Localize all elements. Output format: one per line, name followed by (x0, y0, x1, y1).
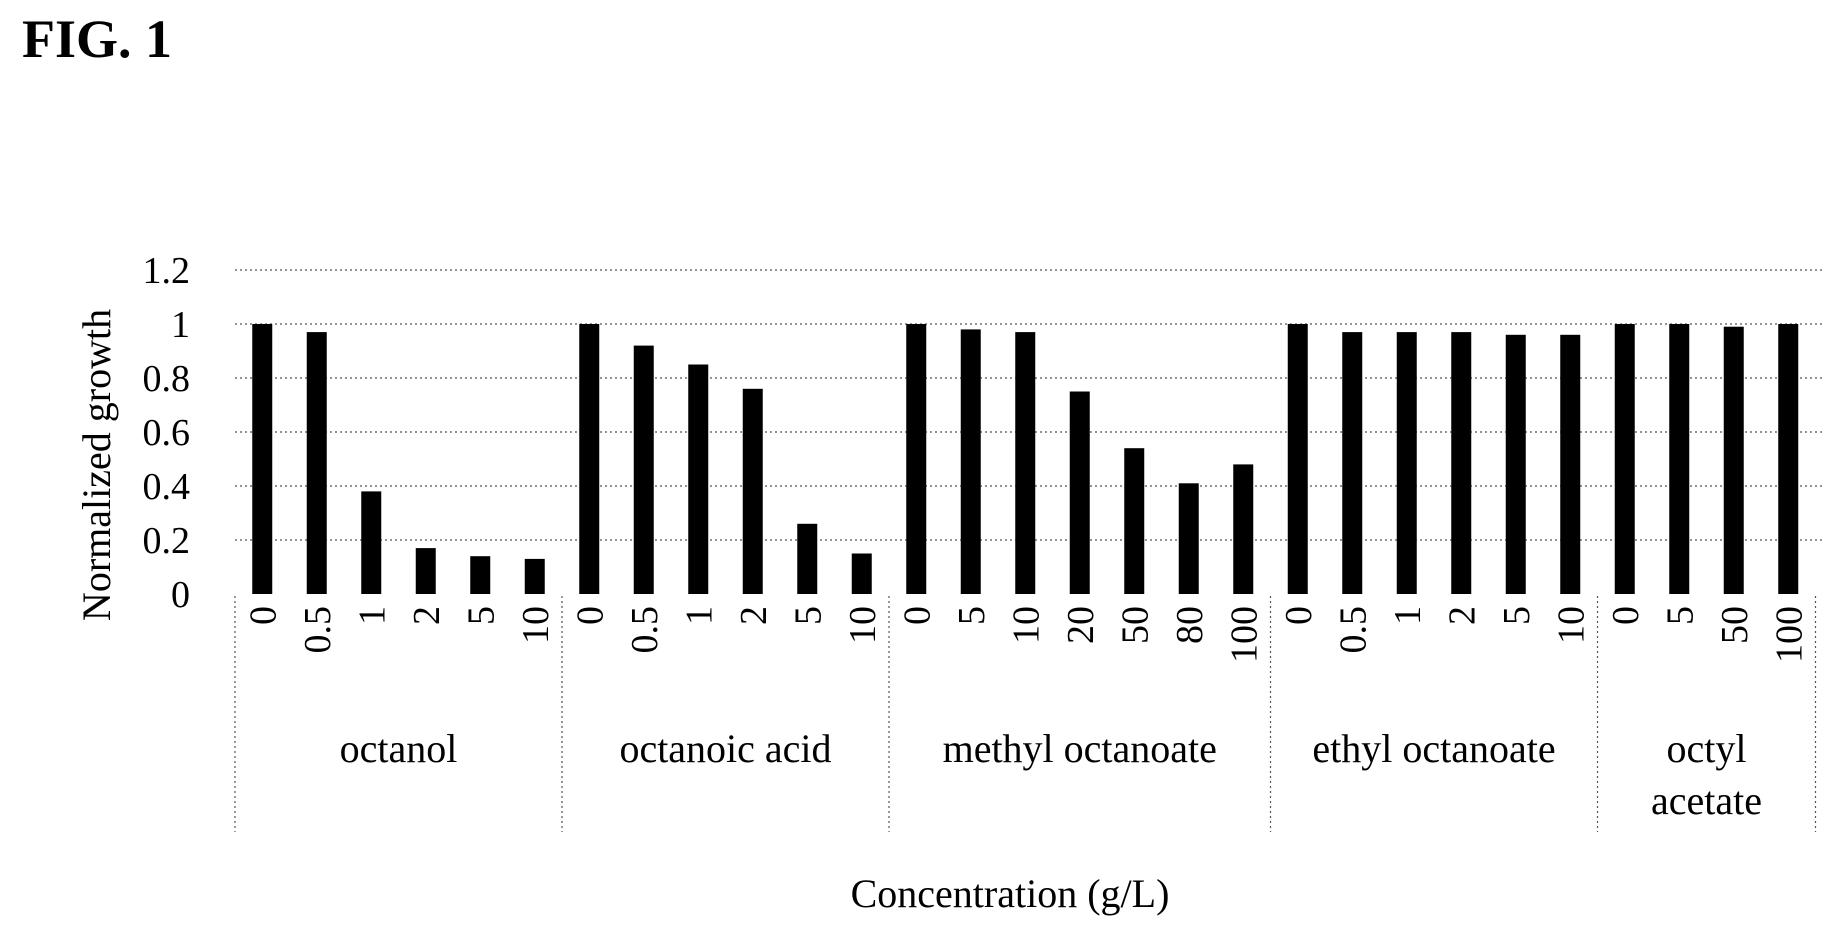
bar (524, 558, 545, 594)
bar (1669, 324, 1690, 594)
bar (1723, 326, 1744, 594)
bar (361, 491, 382, 594)
group-label: octyl acetate (1651, 726, 1762, 823)
y-tick-labels: 0 0.2 0.4 0.6 0.8 1 1.2 (143, 250, 191, 616)
bar (306, 332, 327, 594)
x-tick-label: 0.5 (297, 606, 339, 654)
bar (633, 345, 654, 594)
bar (906, 324, 927, 594)
x-tick-label: 1 (1387, 606, 1429, 625)
bar (1069, 391, 1090, 594)
x-tick-label: 50 (1714, 606, 1756, 644)
x-tick-label: 10 (842, 606, 884, 644)
y-tick-label: 0.4 (143, 466, 191, 508)
x-tick-label: 0 (1278, 606, 1320, 625)
x-tick-label: 0.5 (1332, 606, 1374, 654)
x-tick-label: 2 (1441, 606, 1483, 625)
y-tick-label: 0.6 (143, 412, 191, 454)
group-label: methyl octanoate (943, 726, 1217, 771)
bar (1015, 332, 1036, 594)
x-tick-label: 0 (1605, 606, 1647, 625)
x-tick-label: 10 (1550, 606, 1592, 644)
x-tick-label: 100 (1223, 606, 1265, 663)
group-label: ethyl octanoate (1312, 726, 1555, 771)
bar (1451, 332, 1472, 594)
x-tick-label: 5 (1496, 606, 1538, 625)
x-tick-label: 5 (460, 606, 502, 625)
bar (1178, 483, 1199, 594)
x-tick-label: 5 (787, 606, 829, 625)
bar (1233, 464, 1254, 594)
bar (1505, 334, 1526, 594)
group-labels: octanol octanoic acid methyl octanoate ethy… (340, 726, 1762, 823)
y-tick-label: 0 (171, 574, 190, 616)
x-tick-label: 0.5 (624, 606, 666, 654)
x-tick-label: 0 (242, 606, 284, 625)
y-tick-label: 0.8 (143, 358, 191, 400)
bar (1287, 324, 1308, 594)
x-tick-label: 2 (406, 606, 448, 625)
bar (960, 329, 981, 594)
x-tick-label: 10 (515, 606, 557, 644)
x-axis-label: Concentration (g/L) (851, 871, 1170, 916)
x-tick-label: 80 (1169, 606, 1211, 644)
bar (470, 556, 491, 594)
x-tick-labels: 0 0.5 1 2 5 10 0 0.5 1 2 5 10 0 5 10 20 50 80 100 0 0.5 1 2 5 10… (242, 606, 1810, 663)
x-tick-label: 2 (733, 606, 775, 625)
x-tick-label: 0 (569, 606, 611, 625)
bar (415, 548, 436, 594)
y-tick-label: 0.2 (143, 520, 191, 562)
bar (1560, 334, 1581, 594)
group-label: octanol (340, 726, 458, 771)
x-tick-label: 1 (678, 606, 720, 625)
bar (1614, 324, 1635, 594)
x-tick-label: 50 (1114, 606, 1156, 644)
bar (851, 553, 872, 594)
gridlines (234, 269, 1823, 832)
x-tick-label: 5 (951, 606, 993, 625)
bars (252, 324, 1799, 594)
figure-label: FIG. 1 (22, 9, 173, 69)
y-axis-label: Normalized growth (74, 309, 119, 621)
bar (797, 523, 818, 594)
bar (1124, 448, 1145, 594)
y-tick-label: 1.2 (143, 250, 191, 292)
bar (579, 324, 600, 594)
bar (1396, 332, 1417, 594)
bar (252, 324, 273, 594)
x-tick-label: 10 (1005, 606, 1047, 644)
bar (688, 364, 709, 594)
bar (1778, 324, 1799, 594)
x-tick-label: 100 (1768, 606, 1810, 663)
y-tick-label: 1 (171, 304, 190, 346)
x-tick-label: 5 (1659, 606, 1701, 625)
bar (1342, 332, 1363, 594)
x-tick-label: 0 (896, 606, 938, 625)
x-tick-label: 1 (351, 606, 393, 625)
x-tick-label: 20 (1060, 606, 1102, 644)
bar (742, 388, 763, 594)
group-label: octanoic acid (619, 726, 831, 771)
